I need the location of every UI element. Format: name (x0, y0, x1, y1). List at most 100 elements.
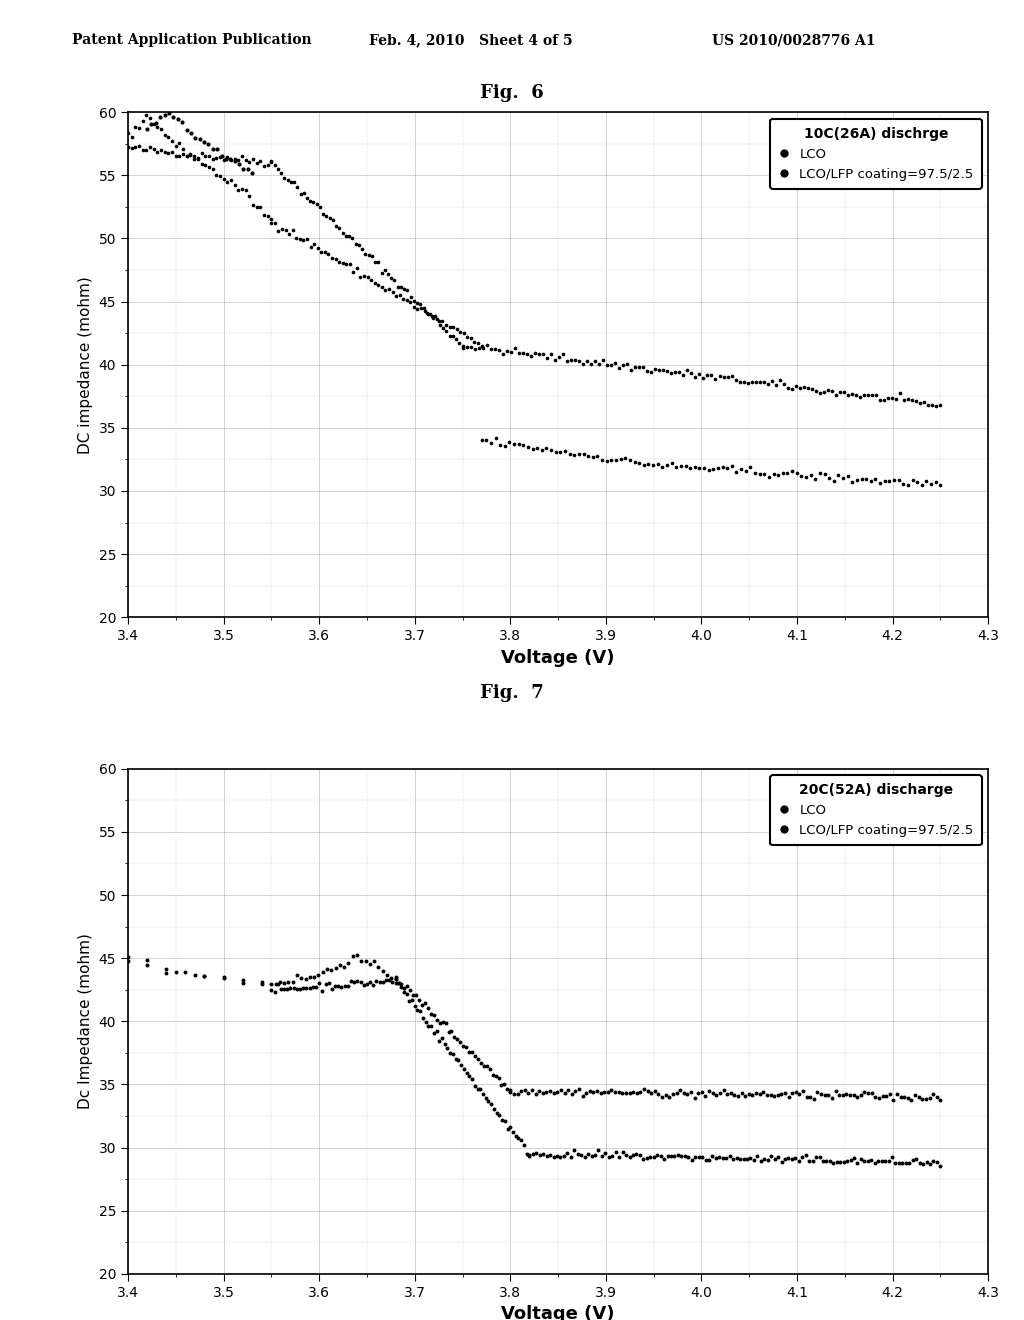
Point (518, 343, 535, 364)
Point (792, 1084, 808, 1105)
Point (625, 1144, 641, 1166)
Point (510, 1127, 526, 1148)
Point (726, 1084, 742, 1105)
Point (812, 383, 828, 404)
Point (908, 391, 925, 412)
Point (470, 338, 486, 359)
Point (438, 321, 455, 342)
Point (377, 279, 393, 300)
Point (285, 220, 301, 242)
Point (515, 434, 531, 455)
Point (406, 290, 422, 312)
Point (888, 388, 904, 409)
Point (914, 1154, 931, 1175)
Point (603, 354, 620, 375)
Point (455, 338, 471, 359)
Point (691, 458, 708, 479)
Point (668, 455, 684, 477)
Point (896, 1086, 912, 1107)
Point (549, 1081, 565, 1102)
Point (860, 1151, 877, 1172)
Legend: LCO, LCO/LFP coating=97.5/2.5: LCO, LCO/LFP coating=97.5/2.5 (770, 119, 982, 189)
Point (802, 1086, 818, 1107)
Point (753, 1150, 769, 1171)
Point (311, 973, 328, 994)
Point (259, 154, 275, 176)
Point (863, 1150, 880, 1171)
Point (657, 1084, 674, 1105)
Point (302, 236, 318, 257)
Point (317, 973, 334, 994)
Point (383, 268, 399, 289)
Point (283, 172, 299, 193)
Point (555, 343, 571, 364)
Point (715, 1147, 731, 1168)
Point (238, 149, 254, 170)
Point (675, 364, 691, 385)
Point (158, 962, 174, 983)
Point (612, 449, 629, 470)
Point (816, 1085, 833, 1106)
Point (139, 949, 156, 970)
Point (138, 140, 155, 161)
Point (539, 1144, 555, 1166)
Point (417, 300, 433, 321)
Point (738, 1148, 755, 1170)
Point (189, 147, 206, 168)
Point (505, 1121, 521, 1142)
Point (924, 393, 940, 414)
Point (642, 1146, 658, 1167)
Point (497, 1110, 513, 1131)
Point (507, 337, 523, 358)
Point (552, 1147, 568, 1168)
Point (370, 252, 386, 273)
Point (585, 446, 601, 467)
Point (318, 958, 335, 979)
Point (557, 441, 573, 462)
Point (473, 1053, 489, 1074)
Point (412, 1001, 428, 1022)
Point (467, 1076, 483, 1097)
Point (374, 277, 390, 298)
Point (849, 1086, 865, 1107)
Point (299, 187, 315, 209)
Point (245, 194, 261, 215)
Point (617, 1082, 634, 1104)
Point (280, 169, 296, 190)
Point (164, 131, 180, 152)
Point (402, 979, 419, 1001)
Point (901, 1152, 918, 1173)
Point (153, 140, 169, 161)
Point (315, 203, 332, 224)
Point (746, 463, 763, 484)
Point (719, 367, 735, 388)
Point (366, 974, 382, 995)
Point (825, 1152, 842, 1173)
Point (450, 1028, 466, 1049)
Point (864, 384, 881, 405)
Point (168, 145, 184, 166)
Point (366, 950, 382, 972)
Point (904, 389, 921, 411)
Point (177, 961, 194, 982)
Point (352, 972, 369, 993)
Point (218, 148, 234, 169)
Point (189, 148, 206, 169)
Point (293, 968, 309, 989)
Point (807, 469, 823, 490)
Point (595, 350, 611, 371)
Point (506, 433, 522, 454)
Point (839, 1150, 855, 1171)
Point (230, 180, 247, 201)
Point (178, 119, 195, 140)
Point (215, 966, 231, 987)
Point (325, 210, 341, 231)
Point (580, 1143, 596, 1164)
Point (608, 449, 625, 470)
Point (343, 970, 359, 991)
Point (783, 378, 800, 399)
Point (357, 950, 374, 972)
Point (302, 190, 318, 211)
Point (716, 1078, 732, 1100)
Point (652, 1146, 669, 1167)
